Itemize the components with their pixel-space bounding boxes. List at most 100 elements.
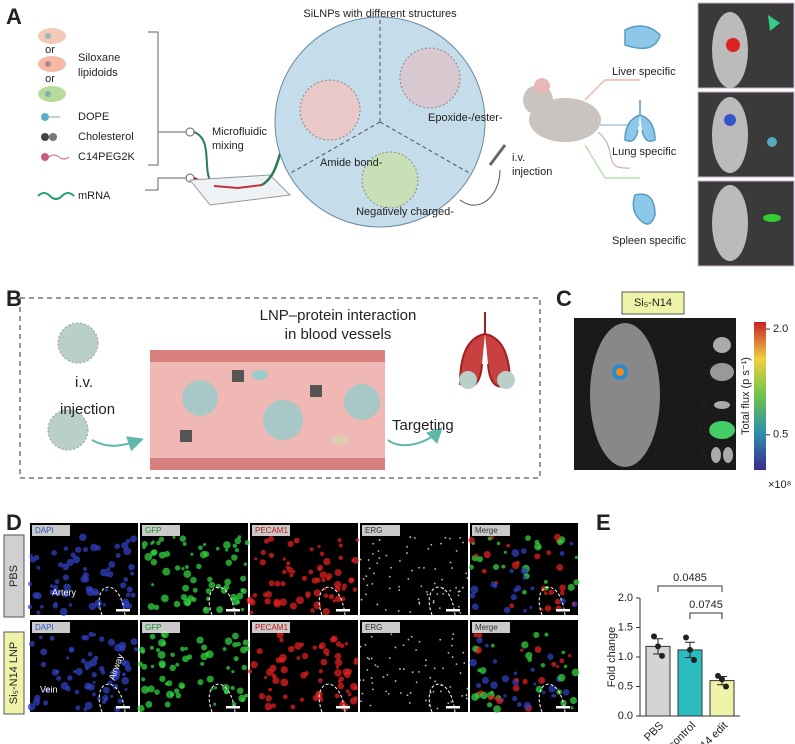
organ-label: S bbox=[700, 399, 707, 411]
micrograph-texture bbox=[289, 602, 297, 610]
micrograph-texture bbox=[124, 687, 128, 691]
micrograph-texture bbox=[479, 667, 487, 674]
micrograph-texture bbox=[362, 679, 365, 682]
micrograph-texture bbox=[459, 611, 462, 614]
micrograph-texture bbox=[468, 564, 474, 570]
micrograph-texture bbox=[105, 573, 109, 577]
micrograph-texture bbox=[130, 571, 135, 576]
micrograph-texture bbox=[272, 676, 280, 685]
data-point bbox=[683, 634, 689, 641]
target-label: Lung specific bbox=[612, 146, 677, 158]
structure-label: Epoxide-/ester- bbox=[428, 112, 503, 124]
scale-bar bbox=[116, 706, 130, 709]
micrograph-texture bbox=[40, 661, 47, 668]
micrograph-texture bbox=[318, 642, 326, 649]
micrograph-texture bbox=[547, 653, 554, 660]
micrograph-texture bbox=[398, 589, 401, 592]
micrograph-texture bbox=[62, 590, 69, 598]
micrograph-texture bbox=[141, 685, 150, 694]
micrograph-texture bbox=[385, 554, 388, 557]
micrograph-texture bbox=[399, 560, 401, 562]
channel-label: PECAM1 bbox=[255, 623, 288, 632]
or-label: or bbox=[45, 44, 55, 56]
micrograph-texture bbox=[104, 588, 109, 592]
channel-tag bbox=[32, 525, 70, 536]
micrograph-texture bbox=[563, 664, 568, 669]
micrograph-texture bbox=[525, 652, 533, 660]
micrograph-texture bbox=[554, 598, 561, 605]
micrograph-texture bbox=[74, 689, 80, 695]
micrograph-texture bbox=[462, 541, 464, 544]
micrograph-texture bbox=[60, 681, 69, 690]
micrograph-texture bbox=[162, 567, 171, 576]
micrograph-texture bbox=[29, 554, 33, 558]
micrograph-texture bbox=[115, 552, 121, 558]
significance-bracket bbox=[657, 585, 723, 592]
micrograph-texture bbox=[374, 664, 377, 667]
micrograph-texture bbox=[207, 576, 213, 582]
micrograph-texture bbox=[44, 687, 50, 693]
channel-tag bbox=[252, 525, 290, 536]
micrograph-texture bbox=[296, 656, 301, 660]
micrograph-texture bbox=[366, 668, 369, 671]
organ-label: K bbox=[700, 449, 708, 461]
micrograph-texture bbox=[34, 694, 41, 702]
micrograph-texture bbox=[556, 665, 560, 669]
micrograph-texture bbox=[353, 686, 358, 691]
micrograph-texture bbox=[87, 683, 95, 691]
micrograph-texture bbox=[242, 639, 249, 646]
micrograph-texture bbox=[515, 585, 522, 592]
micrograph-texture bbox=[150, 549, 157, 556]
micrograph-texture bbox=[360, 700, 362, 703]
micrograph-texture bbox=[551, 661, 557, 667]
micrograph-texture bbox=[365, 593, 367, 596]
panel-title: LNP–protein interaction bbox=[260, 307, 417, 324]
micrograph-texture bbox=[362, 578, 365, 580]
micrograph-texture bbox=[108, 561, 116, 568]
micrograph-texture bbox=[59, 607, 68, 616]
micrograph-texture bbox=[29, 640, 35, 647]
micrograph-texture bbox=[192, 587, 198, 593]
data-point bbox=[715, 672, 721, 679]
micrograph-texture bbox=[522, 576, 527, 580]
micrograph-texture bbox=[181, 566, 185, 571]
micrograph-texture bbox=[308, 569, 314, 575]
micrograph-texture bbox=[480, 691, 488, 700]
micrograph-texture bbox=[378, 539, 381, 541]
micrograph: GFP bbox=[140, 523, 250, 616]
data-point bbox=[723, 683, 729, 690]
row-label: PBS bbox=[8, 565, 20, 587]
micrograph-texture bbox=[417, 598, 420, 601]
target-label: Spleen specific bbox=[612, 235, 686, 247]
micrograph-texture bbox=[567, 583, 575, 591]
micrograph-texture bbox=[352, 587, 358, 592]
micrograph-texture bbox=[455, 663, 458, 665]
micrograph-texture bbox=[114, 543, 120, 550]
micrograph-texture bbox=[534, 542, 542, 551]
micrograph-texture bbox=[262, 592, 268, 598]
micrograph-texture bbox=[280, 666, 288, 674]
panel-letter: C bbox=[556, 286, 572, 311]
micrograph-texture bbox=[231, 701, 237, 707]
micrograph-texture bbox=[501, 564, 506, 569]
micrograph-texture bbox=[85, 667, 89, 671]
micrograph-texture bbox=[75, 705, 81, 711]
micrograph-texture bbox=[511, 549, 520, 557]
micrograph-texture bbox=[368, 567, 371, 570]
micrograph-texture bbox=[223, 541, 231, 549]
scale-bar bbox=[336, 609, 350, 612]
micrograph-texture bbox=[80, 658, 86, 664]
row-label-box bbox=[3, 534, 25, 618]
micrograph-texture bbox=[535, 685, 543, 693]
micrograph-texture bbox=[38, 635, 43, 640]
micrograph-texture bbox=[546, 550, 552, 556]
micrograph-texture bbox=[49, 589, 55, 595]
micrograph-texture bbox=[79, 533, 87, 542]
scale-bar bbox=[226, 706, 240, 709]
micrograph-texture bbox=[493, 583, 498, 589]
micrograph-texture bbox=[99, 636, 105, 642]
micrograph: Merge bbox=[469, 620, 580, 713]
micrograph-texture bbox=[117, 698, 123, 704]
micrograph-texture bbox=[449, 589, 452, 592]
micrograph-texture bbox=[441, 578, 443, 581]
